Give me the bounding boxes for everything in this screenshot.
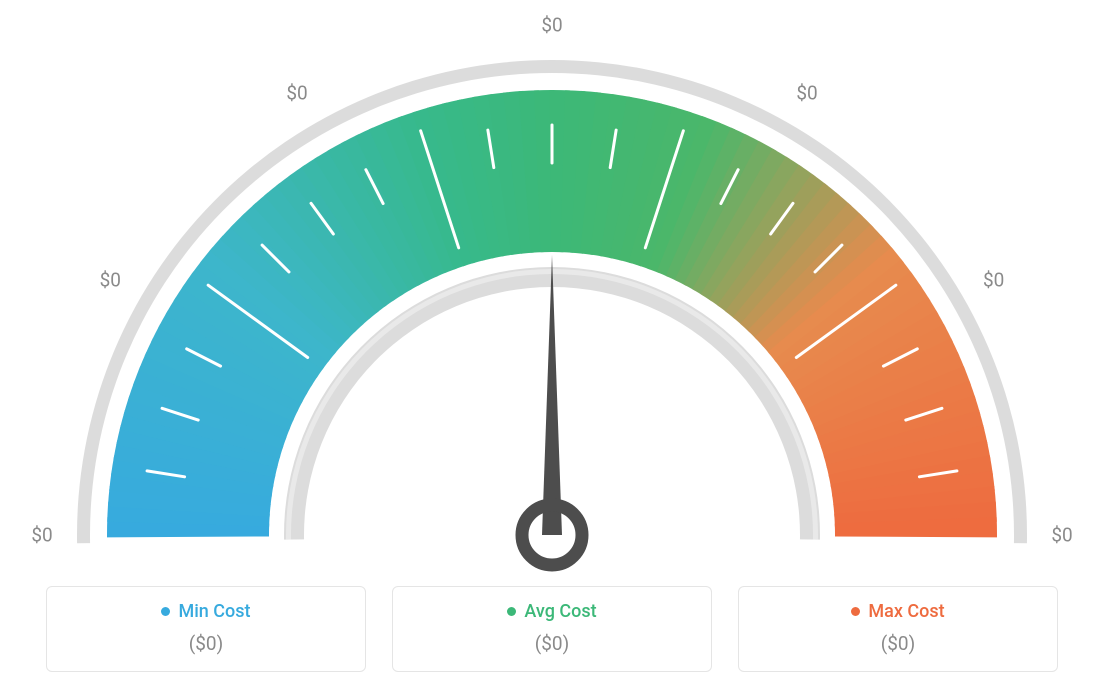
legend-avg-label: Avg Cost: [524, 601, 596, 622]
gauge-scale-label: $0: [796, 82, 817, 105]
gauge-scale-label: $0: [31, 524, 52, 547]
gauge-scale-label: $0: [286, 82, 307, 105]
legend-max-value: ($0): [749, 632, 1047, 655]
gauge-chart: $0$0$0$0$0$0$0: [52, 15, 1052, 575]
legend-card-avg: Avg Cost ($0): [392, 586, 712, 672]
legend-min-value: ($0): [57, 632, 355, 655]
legend-max-header: Max Cost: [749, 601, 1047, 622]
gauge-scale-label: $0: [541, 14, 562, 37]
legend-row: Min Cost ($0) Avg Cost ($0) Max Cost ($0…: [0, 586, 1104, 672]
gauge-svg: [52, 15, 1052, 575]
legend-avg-dot: [507, 607, 516, 616]
legend-max-label: Max Cost: [868, 601, 944, 622]
legend-card-min: Min Cost ($0): [46, 586, 366, 672]
legend-max-dot: [851, 607, 860, 616]
legend-card-max: Max Cost ($0): [738, 586, 1058, 672]
gauge-scale-label: $0: [983, 269, 1004, 292]
legend-avg-header: Avg Cost: [403, 601, 701, 622]
legend-min-label: Min Cost: [178, 601, 250, 622]
legend-avg-value: ($0): [403, 632, 701, 655]
legend-min-dot: [161, 607, 170, 616]
gauge-scale-label: $0: [100, 269, 121, 292]
gauge-scale-label: $0: [1051, 524, 1072, 547]
legend-min-header: Min Cost: [57, 601, 355, 622]
